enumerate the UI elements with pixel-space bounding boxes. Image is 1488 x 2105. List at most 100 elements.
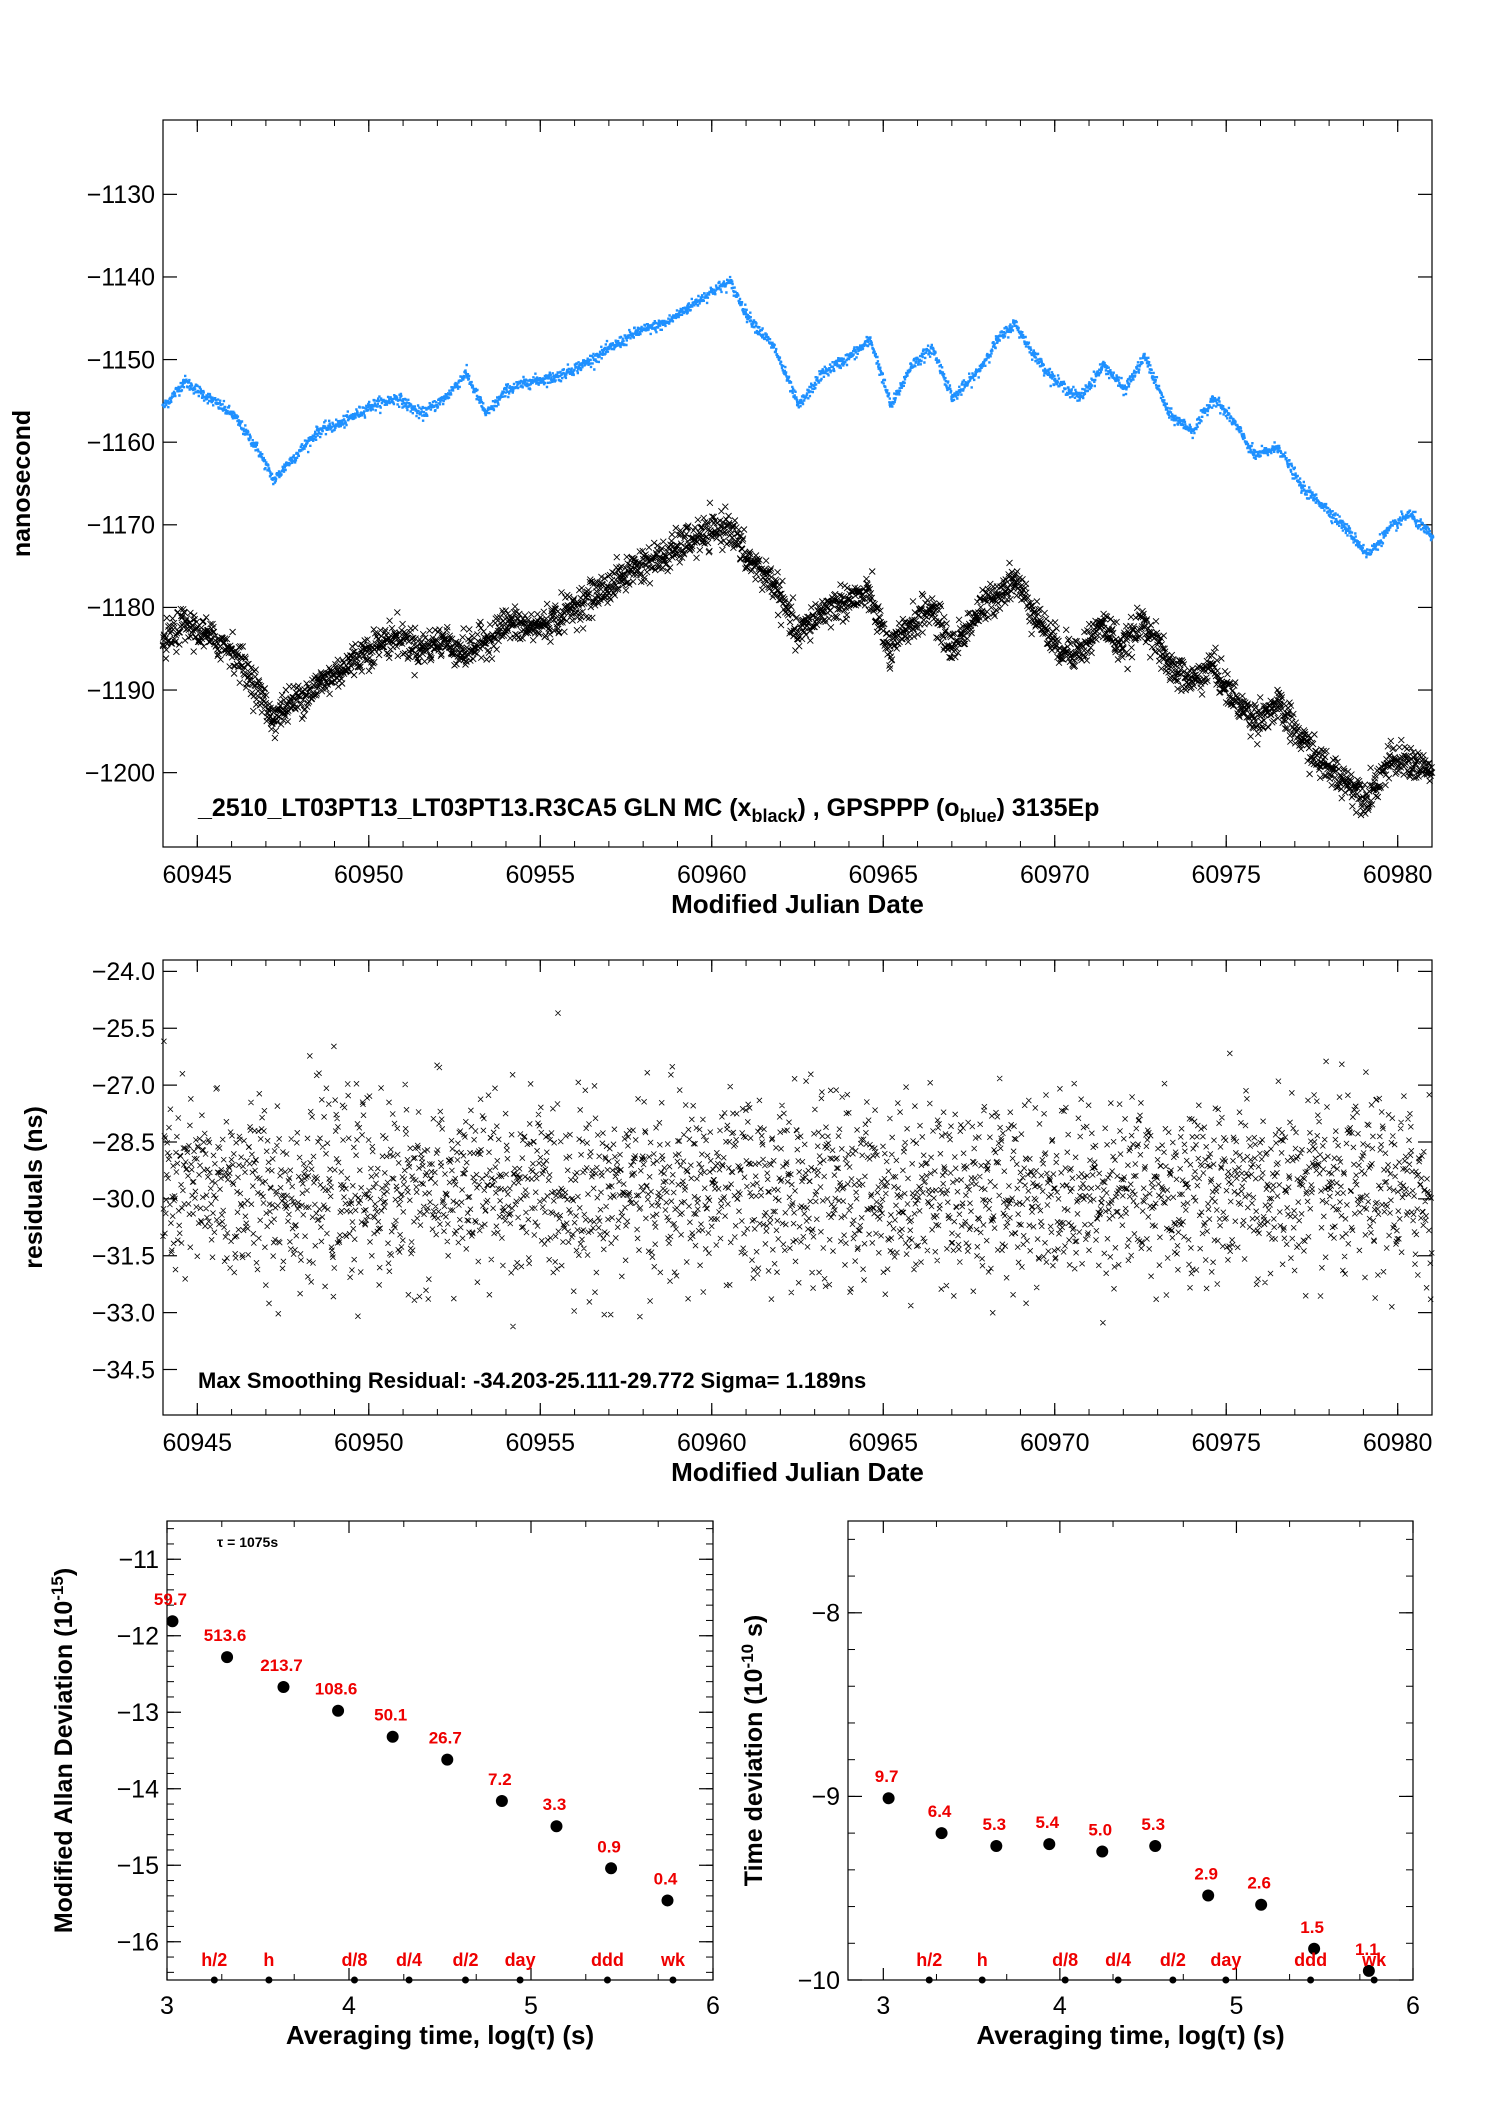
time-marker — [350, 1976, 358, 1984]
blue-series-point — [1231, 419, 1235, 424]
x-tick-label: 5 — [524, 1992, 538, 2020]
data-point — [441, 1753, 454, 1766]
black-series-point — [1010, 575, 1017, 582]
time-marker — [669, 1976, 677, 1984]
x-tick-label: 60950 — [334, 1429, 404, 1457]
time-marker-label: h — [977, 1950, 988, 1970]
y-tick-label: −10 — [798, 1967, 840, 1995]
black-series-point — [1030, 608, 1038, 615]
data-point — [1043, 1838, 1056, 1851]
residual-annotation: Max Smoothing Residual: -34.203-25.111-2… — [198, 1368, 866, 1393]
black-series-point — [742, 554, 750, 562]
black-series-point — [269, 715, 277, 723]
blue-series-point — [1166, 411, 1170, 415]
tau-note: τ = 1075s — [217, 1534, 278, 1550]
time-marker — [978, 1976, 986, 1984]
data-point — [495, 1794, 508, 1807]
black-series-point — [1188, 678, 1196, 686]
point-label: 6.4 — [928, 1802, 952, 1821]
time-marker-label: wk — [660, 1950, 686, 1970]
y-tick-label: −1160 — [87, 429, 155, 457]
time-marker-label: wk — [1361, 1950, 1387, 1970]
y-tick-label: −1130 — [87, 181, 155, 209]
y-axis-label-part: s) — [740, 1615, 768, 1644]
data-point — [332, 1704, 345, 1717]
plot-annotation: _2510_LT03PT13_LT03PT13.R3CA5 GLN MC (xb… — [197, 794, 1099, 826]
x-axis-label: Averaging time, log(τ) (s) — [976, 2020, 1284, 2050]
blue-series-point — [181, 378, 186, 382]
x-tick-label: 5 — [1229, 1992, 1243, 2020]
blue-series-point — [394, 395, 398, 399]
blue-series-point — [1077, 395, 1081, 399]
y-tick-label: −1150 — [87, 346, 155, 374]
x-tick-label: 60975 — [1191, 861, 1261, 889]
black-series-point — [365, 645, 373, 653]
black-series-point — [948, 645, 956, 653]
point-label: 213.7 — [260, 1656, 303, 1675]
black-series-point — [660, 554, 668, 562]
data-point — [661, 1894, 674, 1907]
time-marker-label: d/4 — [1105, 1950, 1131, 1970]
black-series-point — [1099, 620, 1107, 628]
black-series-point — [550, 616, 558, 624]
blue-series-point — [339, 419, 343, 424]
y-tick-label: −9 — [811, 1783, 840, 1811]
x-axis-label: Modified Julian Date — [671, 1457, 924, 1487]
x-tick-label: 60965 — [848, 1429, 918, 1457]
blue-series-point — [710, 287, 714, 291]
black-series-point — [1164, 661, 1172, 669]
y-axis-label-part: Time deviation (10 — [740, 1669, 768, 1887]
time-marker-label: day — [1210, 1950, 1241, 1970]
y-tick-label: −30.0 — [92, 1186, 155, 1214]
blue-series-point — [1276, 444, 1280, 448]
point-label: 9.7 — [875, 1767, 899, 1786]
data-point — [935, 1827, 948, 1840]
x-tick-label: 60970 — [1020, 1429, 1090, 1457]
point-label: 3.3 — [543, 1795, 567, 1814]
blue-series-point — [888, 403, 892, 407]
black-series-point — [605, 583, 613, 591]
blue-series-point — [1032, 353, 1036, 358]
x-tick-label: 60950 — [334, 861, 404, 889]
blue-series-point — [1121, 386, 1125, 391]
black-series-point — [283, 703, 290, 710]
data-point — [1096, 1845, 1109, 1858]
black-series-point — [632, 562, 640, 570]
black-series-point — [526, 624, 534, 632]
time-marker-label: day — [505, 1950, 536, 1970]
y-tick-label: −25.5 — [92, 1015, 155, 1043]
y-tick-label: −11 — [118, 1546, 159, 1574]
y-tick-label: −27.0 — [92, 1072, 155, 1100]
x-tick-label: 60945 — [163, 1429, 233, 1457]
black-series-point — [252, 682, 259, 690]
blue-series-point — [579, 362, 584, 366]
blue-series-point — [974, 370, 978, 374]
black-series-point — [204, 633, 211, 640]
y-axis-label: nanosecond — [8, 410, 36, 557]
blue-series-point — [686, 304, 690, 308]
y-tick-label: −14 — [117, 1776, 160, 1804]
black-series-point — [845, 595, 853, 603]
data-point — [550, 1820, 563, 1833]
point-label: 50.1 — [374, 1706, 407, 1725]
blue-series-point — [744, 312, 748, 316]
point-label: 2.6 — [1247, 1874, 1271, 1893]
y-tick-label: −1180 — [87, 594, 155, 622]
x-tick-label: 3 — [876, 1992, 890, 2020]
blue-series-point — [634, 329, 638, 333]
point-label: 1.1 — [1355, 1940, 1379, 1959]
data-point — [1255, 1898, 1268, 1911]
blue-series-point — [909, 362, 913, 366]
x-axis-label: Averaging time, log(τ) (s) — [286, 2020, 594, 2050]
annotation-part: ) 3135Ep — [997, 794, 1100, 822]
blue-series-point — [1320, 502, 1324, 506]
time-marker — [405, 1976, 413, 1984]
blue-series-point — [528, 378, 532, 382]
black-series-point — [993, 591, 1000, 599]
time-marker — [265, 1976, 273, 1984]
blue-series-point — [442, 395, 446, 399]
blue-series-point — [1430, 535, 1434, 539]
y-axis-label: Modified Allan Deviation (10-15) — [48, 1568, 78, 1933]
time-marker-label: d/4 — [396, 1950, 422, 1970]
annotation-part: ) , GPSPPP (o — [798, 794, 960, 822]
